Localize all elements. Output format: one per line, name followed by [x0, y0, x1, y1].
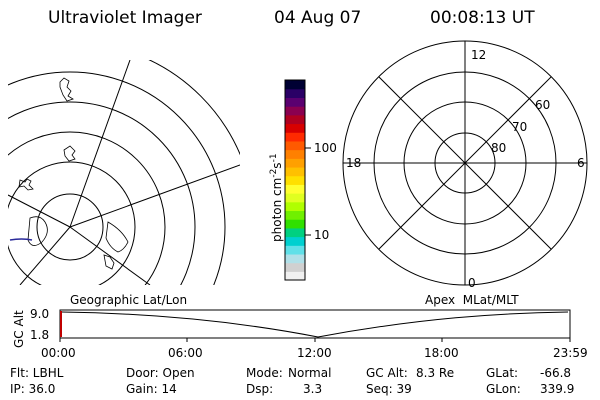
- altitude-frame: [59, 309, 571, 339]
- altitude-ytick: 9.0: [30, 307, 50, 321]
- colorbar-unit-label: photon cm-2s-1: [267, 153, 284, 242]
- mode-value: Normal: [288, 366, 332, 380]
- seq-readout: Seq: 39: [366, 382, 412, 396]
- apex-mlt-dial: [342, 40, 588, 286]
- lat-circle: [8, 101, 196, 285]
- glat-value: -66.8: [540, 366, 572, 380]
- altitude-xtick: 18:00: [424, 346, 459, 360]
- altitude-ylabel: GC Alt: [12, 310, 26, 348]
- colorbar-segment: [285, 184, 305, 194]
- lat-circle: [8, 161, 136, 285]
- colorbar-tick-label: 10: [314, 228, 330, 242]
- colorbar-segment: [285, 149, 305, 159]
- mlt-line-diagonal: [378, 76, 552, 250]
- door-readout: Door: Open: [126, 366, 195, 380]
- lat-circle: [148, 60, 240, 156]
- colorbar-segment: [285, 140, 305, 151]
- colorbar-segment: [285, 262, 305, 272]
- meridian-line: [19, 226, 71, 285]
- dsp-label: Dsp:: [246, 382, 274, 396]
- unit-exp-s: -1: [269, 153, 279, 163]
- altitude-xtick: 23:59: [553, 346, 588, 360]
- colorbar-segment: [285, 106, 305, 116]
- colorbar-segment: [285, 219, 305, 229]
- unit-base: photon cm: [270, 177, 284, 242]
- mlat-label-70: 70: [512, 120, 528, 134]
- gain-readout: Gain: 14: [126, 382, 177, 396]
- colorbar-segment: [285, 201, 305, 212]
- mode-label: Mode:: [246, 366, 283, 380]
- altitude-plot: [59, 309, 571, 342]
- altitude-xtick: 12:00: [297, 346, 332, 360]
- mlat-label-80: 80: [491, 141, 507, 155]
- colorbar-segment: [285, 80, 305, 90]
- ip-readout: IP: 36.0: [10, 382, 56, 396]
- instrument-title: Ultraviolet Imager: [48, 8, 202, 28]
- geographic-map: [8, 60, 240, 285]
- apex-panel-label: Apex MLat/MLT: [425, 293, 519, 307]
- observation-time: 00:08:13 UT: [430, 8, 535, 28]
- coastline: [59, 77, 74, 102]
- colorbar-segment: [285, 132, 305, 142]
- colorbar-segment: [285, 193, 305, 203]
- colorbar-segment: [285, 123, 305, 133]
- meridian-line: [69, 164, 240, 228]
- mlt-label-18: 18: [346, 156, 362, 170]
- glon-value: 339.9: [540, 382, 575, 396]
- coastline: [103, 254, 115, 270]
- colorbar-segment: [285, 210, 305, 220]
- mlt-label-0: 0: [468, 276, 476, 290]
- colorbar-segment: [285, 271, 305, 281]
- altitude-ytick: 1.8: [30, 328, 50, 342]
- lat-circle: [8, 131, 166, 285]
- gc-alt-value: 8.3 Re: [416, 366, 455, 380]
- observation-date: 04 Aug 07: [274, 8, 362, 28]
- colorbar-segment: [285, 245, 305, 255]
- coastline: [105, 221, 129, 253]
- altitude-xtick: 00:00: [41, 346, 76, 360]
- unit-exp-cm: -2: [269, 168, 279, 178]
- glon-label: GLon:: [486, 382, 521, 396]
- lat-circle: [36, 193, 104, 261]
- colorbar-tick-label: 100: [314, 141, 337, 155]
- coastline: [18, 178, 34, 191]
- colorbar-segment: [285, 88, 305, 98]
- colorbar-segment: [285, 175, 305, 185]
- mlt-label-12: 12: [471, 48, 487, 62]
- colorbar-segment: [285, 166, 305, 177]
- gc-alt-label: GC Alt:: [366, 366, 408, 380]
- colorbar-segment: [285, 114, 305, 125]
- meridian-line: [69, 226, 151, 285]
- satellite-track: [9, 238, 33, 241]
- coastline: [27, 216, 48, 246]
- colorbar-segment: [285, 97, 305, 107]
- colorbar-segment: [285, 227, 305, 238]
- meridian-line: [8, 194, 71, 228]
- altitude-curve: [61, 311, 569, 338]
- colorbar: [284, 79, 311, 281]
- colorbar-segment: [285, 236, 305, 246]
- coastline: [63, 145, 76, 162]
- meridian-line: [69, 60, 131, 228]
- geo-panel-label: Geographic Lat/Lon: [70, 293, 188, 307]
- dsp-value: 3.3: [303, 382, 323, 396]
- colorbar-segment: [285, 253, 305, 264]
- mlat-label-60: 60: [535, 98, 551, 112]
- glat-label: GLat:: [486, 366, 519, 380]
- lat-circle: [8, 71, 226, 285]
- colorbar-segment: [285, 158, 305, 168]
- mlt-label-6: 6: [577, 156, 585, 170]
- unit-s: s: [270, 162, 284, 169]
- filter-readout: Flt: LBHL: [10, 366, 64, 380]
- altitude-xtick: 06:00: [168, 346, 203, 360]
- colorbar-frame: [284, 79, 306, 281]
